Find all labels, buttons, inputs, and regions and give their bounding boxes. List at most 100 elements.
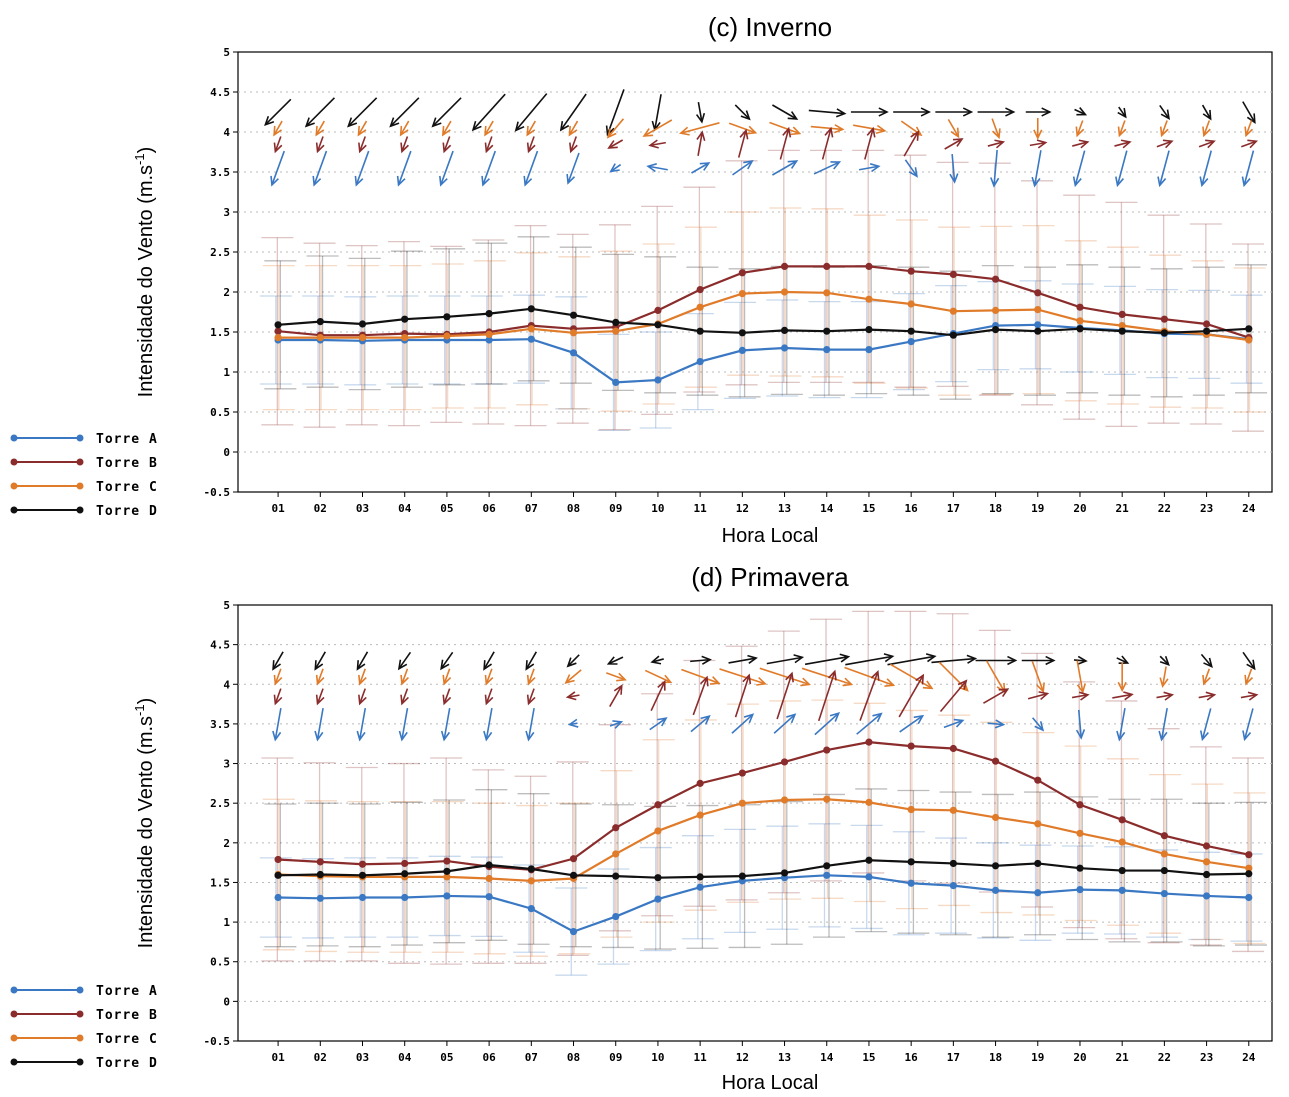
point-torre-d xyxy=(401,315,409,323)
wind-arrow-head xyxy=(1120,139,1132,149)
wind-arrow-head xyxy=(1205,139,1216,149)
point-torre-d xyxy=(1034,859,1042,868)
legend-marker xyxy=(76,434,84,442)
point-torre-b xyxy=(1076,303,1084,311)
wind-arrow-shaft xyxy=(1243,708,1254,740)
wind-arrow-head xyxy=(782,126,792,138)
wind-arrow-shaft xyxy=(359,688,366,704)
wind-arrow-shaft xyxy=(690,658,711,663)
wind-arrow-head xyxy=(442,694,452,706)
wind-arrow-shaft xyxy=(845,655,893,666)
point-torre-b xyxy=(780,758,789,766)
wind-arrow-head xyxy=(922,680,934,690)
x-tick-label: 03 xyxy=(356,1051,369,1064)
chart-0: (c) Inverno 5 4.5 4 3.5 3 2.5 2 1.5 1 0.5 0 -0.5 01 02… xyxy=(10,12,1273,547)
wind-arrow-head xyxy=(746,125,758,135)
point-torre-a xyxy=(527,905,535,913)
wind-arrow-head xyxy=(566,657,577,668)
wind-arrow-head xyxy=(315,694,325,706)
x-tick-label: 10 xyxy=(651,1051,664,1064)
wind-arrow-head xyxy=(870,670,880,681)
wind-arrow-shaft xyxy=(1071,693,1088,699)
wind-arrow-shaft xyxy=(485,708,493,740)
wind-arrow-head xyxy=(607,140,618,149)
point-torre-c xyxy=(1245,336,1253,344)
point-torre-c xyxy=(907,300,915,308)
wind-arrow-head xyxy=(824,126,834,138)
point-torre-d xyxy=(823,327,831,335)
wind-arrow-head xyxy=(1005,107,1016,117)
wind-arrow-shaft xyxy=(359,668,366,685)
y-tick-label: 4.5 xyxy=(210,639,230,652)
wind-arrow-head xyxy=(949,173,959,184)
point-torre-c xyxy=(696,811,704,819)
wind-arrow-shaft xyxy=(889,663,933,690)
plot-frame xyxy=(237,51,1273,493)
point-torre-d xyxy=(1202,870,1211,879)
legend-label: Torre A xyxy=(96,984,158,999)
wind-arrow-head xyxy=(1075,126,1085,138)
wind-arrow-shaft xyxy=(314,651,326,670)
wind-arrow-head xyxy=(484,694,494,706)
wind-arrow-head xyxy=(356,730,366,742)
wind-arrow-shaft xyxy=(1118,120,1126,136)
point-torre-c xyxy=(612,327,620,335)
wind-arrow-head xyxy=(1033,129,1043,140)
point-torre-d xyxy=(865,326,873,334)
x-tick-label: 05 xyxy=(440,1051,453,1064)
x-tick-label: 14 xyxy=(820,502,834,515)
point-torre-a xyxy=(485,893,493,901)
point-torre-d xyxy=(738,329,746,337)
wind-arrow-shaft xyxy=(1116,150,1128,186)
wind-arrow-head xyxy=(830,161,842,170)
wind-arrow-head xyxy=(358,694,367,706)
point-torre-d xyxy=(527,865,535,873)
wind-arrow-shaft xyxy=(813,161,840,175)
point-torre-d xyxy=(569,311,578,319)
point-torre-c xyxy=(401,334,409,342)
wind-arrow-shaft xyxy=(817,671,836,722)
x-tick-label: 04 xyxy=(398,1051,412,1064)
wind-arrow-shaft xyxy=(773,713,796,734)
wind-arrow-shaft xyxy=(779,128,790,160)
wind-arrow-shaft xyxy=(607,118,625,138)
wind-arrow-head xyxy=(484,125,494,137)
y-tick-label: 1.5 xyxy=(210,326,230,339)
wind-arrow-head xyxy=(400,694,409,706)
point-torre-d xyxy=(780,869,789,877)
wind-arrow-shaft xyxy=(985,660,1006,693)
x-tick-label: 15 xyxy=(862,502,875,515)
wind-arrow-head xyxy=(920,107,931,117)
wind-arrow-shaft xyxy=(568,120,579,136)
point-torre-d xyxy=(1118,866,1126,875)
wind-arrow-head xyxy=(1247,139,1259,149)
series-line-torre-a xyxy=(278,874,1249,933)
wind-arrow-head xyxy=(1077,655,1088,665)
x-tick-label: 21 xyxy=(1116,502,1130,515)
plot-frame xyxy=(237,604,1273,1042)
wind-arrow-shaft xyxy=(939,680,967,712)
point-torre-b xyxy=(612,824,620,832)
wind-arrow-shaft xyxy=(938,661,969,692)
point-torre-c xyxy=(443,332,451,340)
wind-arrow-shaft xyxy=(485,136,493,152)
point-torre-d xyxy=(443,313,451,321)
wind-arrow-head xyxy=(439,175,448,187)
point-torre-c xyxy=(569,329,578,337)
wind-arrow-shaft xyxy=(1118,106,1127,118)
wind-arrow-head xyxy=(442,674,452,686)
point-torre-d xyxy=(443,867,451,875)
point-torre-b xyxy=(316,858,324,866)
wind-arrow-head xyxy=(564,674,575,684)
wind-arrow-shaft xyxy=(808,109,845,115)
wind-arrow-shaft xyxy=(273,120,283,136)
wind-arrow-shaft xyxy=(606,672,626,681)
wind-arrow-head xyxy=(1159,655,1170,667)
wind-arrow-shaft xyxy=(1156,693,1173,699)
y-tick-label: 2.5 xyxy=(210,797,230,810)
wind-arrow-head xyxy=(786,713,797,724)
wind-arrow-head xyxy=(700,715,711,725)
x-tick-label: 23 xyxy=(1200,1051,1213,1064)
x-tick-label: 06 xyxy=(482,502,496,515)
wind-arrow-shaft xyxy=(357,120,368,136)
